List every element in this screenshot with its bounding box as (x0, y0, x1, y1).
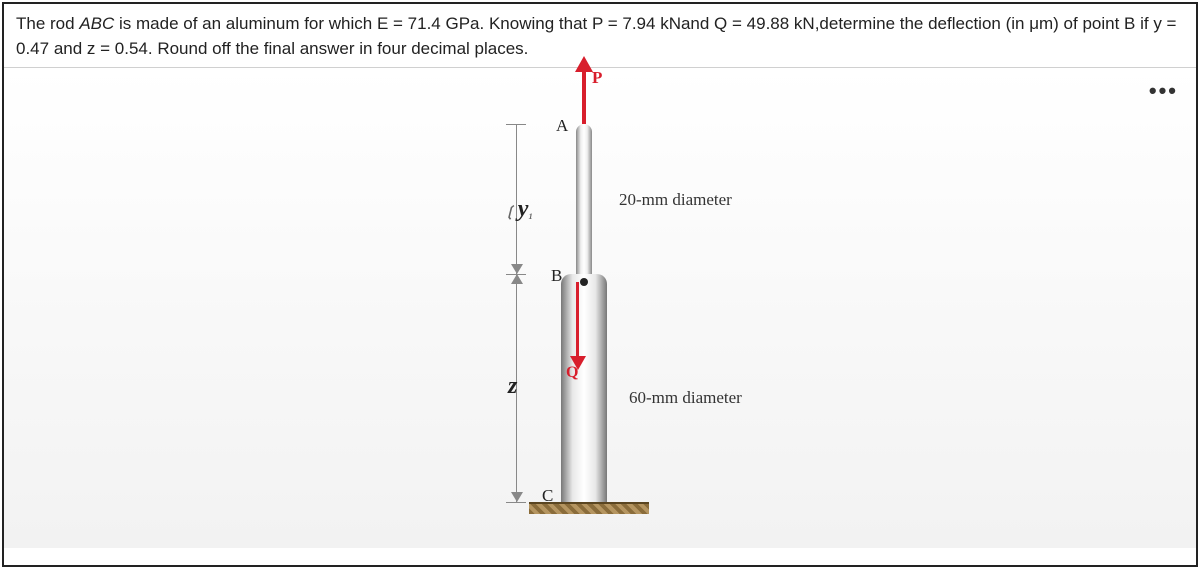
rod-diagram: ❲y₁ z P Q A B C 20-mm diameter 60-mm dia… (484, 68, 884, 538)
arrow-z-up (511, 274, 523, 284)
value-Q: 49.88 (747, 14, 790, 33)
y-bracket-r: ₁ (528, 205, 533, 220)
dim-label-z: z (508, 373, 517, 400)
point-C-label: C (542, 486, 553, 506)
force-P-arrow (582, 66, 586, 124)
figure-area: ••• ❲y₁ z P (4, 68, 1196, 548)
force-Q-arrow (576, 282, 579, 360)
y-bracket-l: ❲ (504, 205, 516, 220)
value-P: 7.94 (622, 14, 655, 33)
q-part: The rod (16, 14, 79, 33)
diameter-20-label: 20-mm diameter (619, 190, 732, 210)
value-E: 71.4 (408, 14, 441, 33)
rod-name: ABC (79, 14, 114, 33)
dim-label-y: ❲y₁ (504, 196, 533, 223)
force-Q-label: Q (566, 364, 578, 382)
q-part: is made of an aluminum for which E = (114, 14, 407, 33)
tick-C (506, 502, 526, 503)
q-part: kNand Q = (655, 14, 746, 33)
value-y: 0.47 (16, 39, 49, 58)
q-part: GPa. Knowing that P = (441, 14, 623, 33)
more-menu-button[interactable]: ••• (1149, 78, 1178, 104)
rod-segment-AB (576, 124, 592, 274)
arrow-z-down (511, 492, 523, 502)
problem-card: The rod ABC is made of an aluminum for w… (2, 2, 1198, 567)
rod-segment-BC (561, 274, 607, 504)
diameter-60-label: 60-mm diameter (629, 388, 742, 408)
value-z: 0.54 (115, 39, 148, 58)
question-text: The rod ABC is made of an aluminum for w… (4, 4, 1196, 68)
q-part: . Round off the final answer in four dec… (148, 39, 529, 58)
force-P-label: P (592, 68, 602, 88)
point-B-label: B (551, 266, 562, 286)
point-A-label: A (556, 116, 568, 136)
q-part: and z = (49, 39, 115, 58)
dimension-group (492, 124, 542, 504)
arrow-y-down (511, 264, 523, 274)
q-part: kN,determine the deflection (in μm) of p… (789, 14, 1176, 33)
